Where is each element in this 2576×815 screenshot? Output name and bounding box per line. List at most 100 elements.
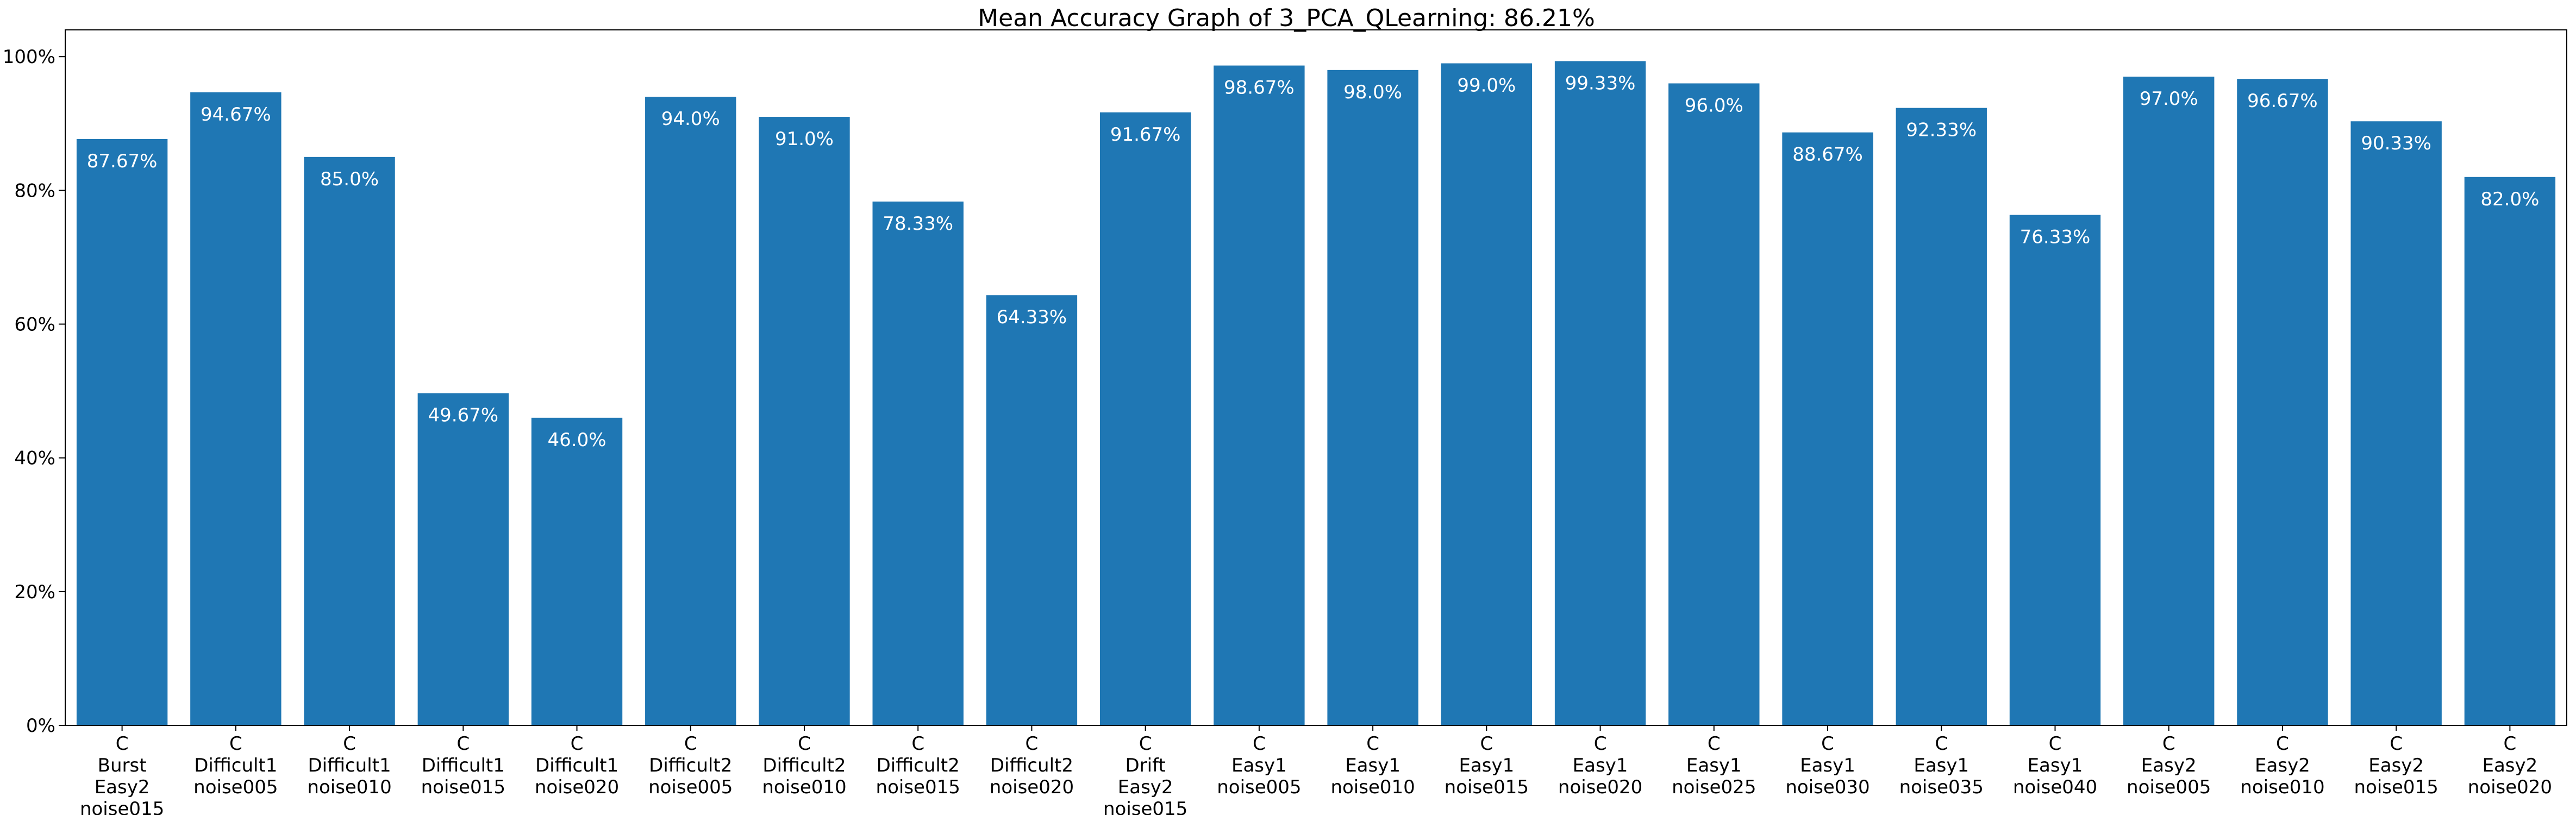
bars: 87.67% 94.67% 85.0% 49.67% 46.0% 94.0% 91.0% 78… [76,61,2556,726]
x-tick-label: C Difficult1 noise020 [535,733,619,798]
bar-value-label: 96.67% [2247,90,2318,112]
x-tick-label-line: noise025 [1672,776,1756,798]
bar-value-label: 98.67% [1224,77,1295,99]
x-tick-label-line: Difficult2 [877,755,960,776]
x-tick-label-line: noise010 [307,776,391,798]
bar [1896,108,1987,726]
bar-value-label: 99.0% [1457,75,1516,97]
x-tick-label-line: noise015 [1445,776,1529,798]
x-tick-label: C Easy1 noise020 [1558,733,1642,798]
bar [1782,132,1873,726]
x-tick-label-line: Easy1 [1800,755,1855,776]
x-tick-label-line: noise030 [1785,776,1870,798]
bar [1327,70,1418,725]
bar [872,201,964,725]
x-tick-label-line: Difficult2 [649,755,732,776]
x-tick-label: C Easy2 noise010 [2240,733,2324,798]
x-tick-label-line: Easy1 [2028,755,2083,776]
x-tick-label-line: Easy2 [2141,755,2197,776]
x-tick-label-line: C [1480,733,1493,755]
bar [2123,77,2215,726]
x-tick-label-line: Easy2 [1118,776,1173,798]
x-tick-label: C Easy1 noise010 [1330,733,1415,798]
bar-value-label: 94.0% [661,108,720,130]
bar [1441,63,1533,726]
bar-value-label: 85.0% [320,168,379,190]
bar [1099,112,1191,725]
x-tick-label: C Difficult1 noise005 [193,733,278,798]
x-tick-label: C Difficult1 noise010 [307,733,391,798]
x-tick-label-line: noise005 [1217,776,1301,798]
x-tick-label-line: Easy2 [2255,755,2310,776]
x-tick-label-line: Easy1 [1231,755,1287,776]
y-tick-label: 80% [14,180,55,202]
x-tick-label-line: noise015 [421,776,505,798]
x-tick-label-line: Difficult1 [422,755,505,776]
y-tick-label: 20% [14,581,55,603]
chart-title: Mean Accuracy Graph of 3_PCA_QLearning: … [978,4,1595,32]
x-tick-label-line: noise015 [1103,798,1187,815]
x-tick-label-line: C [343,733,356,755]
bar-value-label: 91.67% [1110,124,1181,146]
bar-value-label: 91.0% [775,128,834,150]
x-tick-label-line: Difficult1 [194,755,277,776]
bar-value-label: 46.0% [548,429,607,451]
bar [417,393,509,725]
bar [1554,61,1646,725]
bar-value-label: 49.67% [428,405,498,427]
x-tick-label: C Difficult1 noise015 [421,733,505,798]
bar [190,92,282,725]
bar [1214,65,1305,726]
x-tick-label-line: Easy2 [2368,755,2424,776]
bar-value-label: 97.0% [2140,88,2198,110]
x-tick-label-line: noise020 [535,776,619,798]
x-tick-label-line: C [116,733,129,755]
x-tick-label-line: Easy2 [95,776,150,798]
bar [645,97,736,726]
x-tick-label-line: C [571,733,584,755]
x-tick-label-line: C [1935,733,1948,755]
x-tick-label: C Easy2 noise005 [2127,733,2211,798]
bar [531,417,623,725]
bar-value-label: 92.33% [1906,120,1977,141]
x-tick-label-line: noise005 [648,776,733,798]
x-tick-label-line: C [1594,733,1607,755]
x-tick-label: C Easy1 noise040 [2013,733,2097,798]
bar-value-label: 87.67% [87,151,158,172]
x-tick-label-line: C [2049,733,2062,755]
bar [76,139,168,725]
x-tick-label-line: Difficult2 [762,755,846,776]
y-tick-label: 0% [26,715,55,737]
x-tick-label-line: C [2390,733,2403,755]
x-tick-label: C Burst Easy2 noise015 [80,733,164,815]
x-tick-label-line: C [911,733,924,755]
bar-value-label: 78.33% [883,213,953,235]
x-tick-label-line: Difficult1 [308,755,391,776]
x-tick-label-line: C [457,733,470,755]
x-tick-label-line: noise010 [762,776,846,798]
bar-value-label: 64.33% [997,306,1067,328]
x-tick-label: C Easy1 noise030 [1785,733,1870,798]
x-tick-label-line: noise035 [1899,776,1984,798]
x-tick-label-line: C [1139,733,1152,755]
y-tick-label: 40% [14,448,55,469]
x-tick-label-line: Easy1 [1573,755,1628,776]
x-tick-label-line: C [1253,733,1266,755]
x-tick-label-line: Easy1 [1914,755,1969,776]
x-tick-label-line: Drift [1126,755,1166,776]
x-tick-label-line: Burst [98,755,147,776]
bar-value-label: 88.67% [1792,144,1863,166]
bar [2009,215,2101,725]
bar [986,295,1078,725]
x-tick-label-line: Difficult2 [990,755,1073,776]
x-tick-label-line: C [2162,733,2175,755]
x-tick-label-line: C [2504,733,2517,755]
x-tick-label-line: C [684,733,697,755]
x-tick-label: C Easy1 noise015 [1445,733,1529,798]
bar-value-label: 96.0% [1685,95,1743,116]
plot-frame [65,29,2567,726]
bar-value-label: 98.0% [1343,82,1402,103]
bar [304,156,395,725]
x-tick-label-line: Easy1 [1686,755,1742,776]
